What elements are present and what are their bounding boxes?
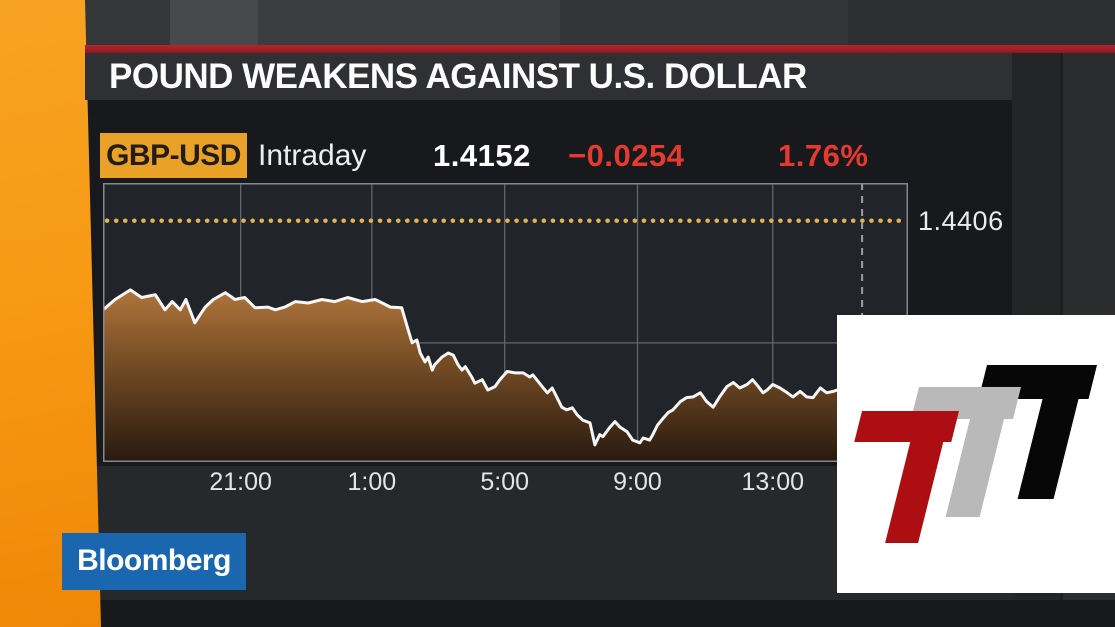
ticker-period-label: Intraday (258, 139, 367, 172)
tictoc-t-red (854, 411, 959, 543)
orange-pillar (0, 0, 101, 627)
wall-panel (258, 0, 560, 45)
headline-accent-line (85, 45, 1115, 53)
ticker-symbol-badge: GBP-USD (100, 133, 247, 178)
wall-panel (560, 0, 848, 45)
wall-panel (170, 0, 258, 45)
tictoc-logo-box (837, 315, 1115, 593)
headline-text: POUND WEAKENS AGAINST U.S. DOLLAR (109, 57, 807, 96)
tictoc-t-gray (911, 387, 1021, 517)
tictoc-logo-icon (854, 365, 1097, 543)
bloomberg-wordmark: Bloomberg (77, 544, 231, 577)
headline-banner: POUND WEAKENS AGAINST U.S. DOLLAR (85, 53, 1012, 100)
studio-wall-top (0, 0, 1115, 45)
reference-price-label: 1.4406 (918, 206, 1004, 236)
bloomberg-logo: Bloomberg (62, 533, 246, 590)
studio-floor-strip (85, 600, 1115, 627)
ticker-last-price: 1.4152 (433, 138, 531, 173)
ticker-change-value: −0.0254 (568, 138, 685, 173)
ticker-change-percent: 1.76% (778, 138, 869, 173)
wall-panel (848, 0, 1115, 45)
price-plot (103, 183, 908, 462)
